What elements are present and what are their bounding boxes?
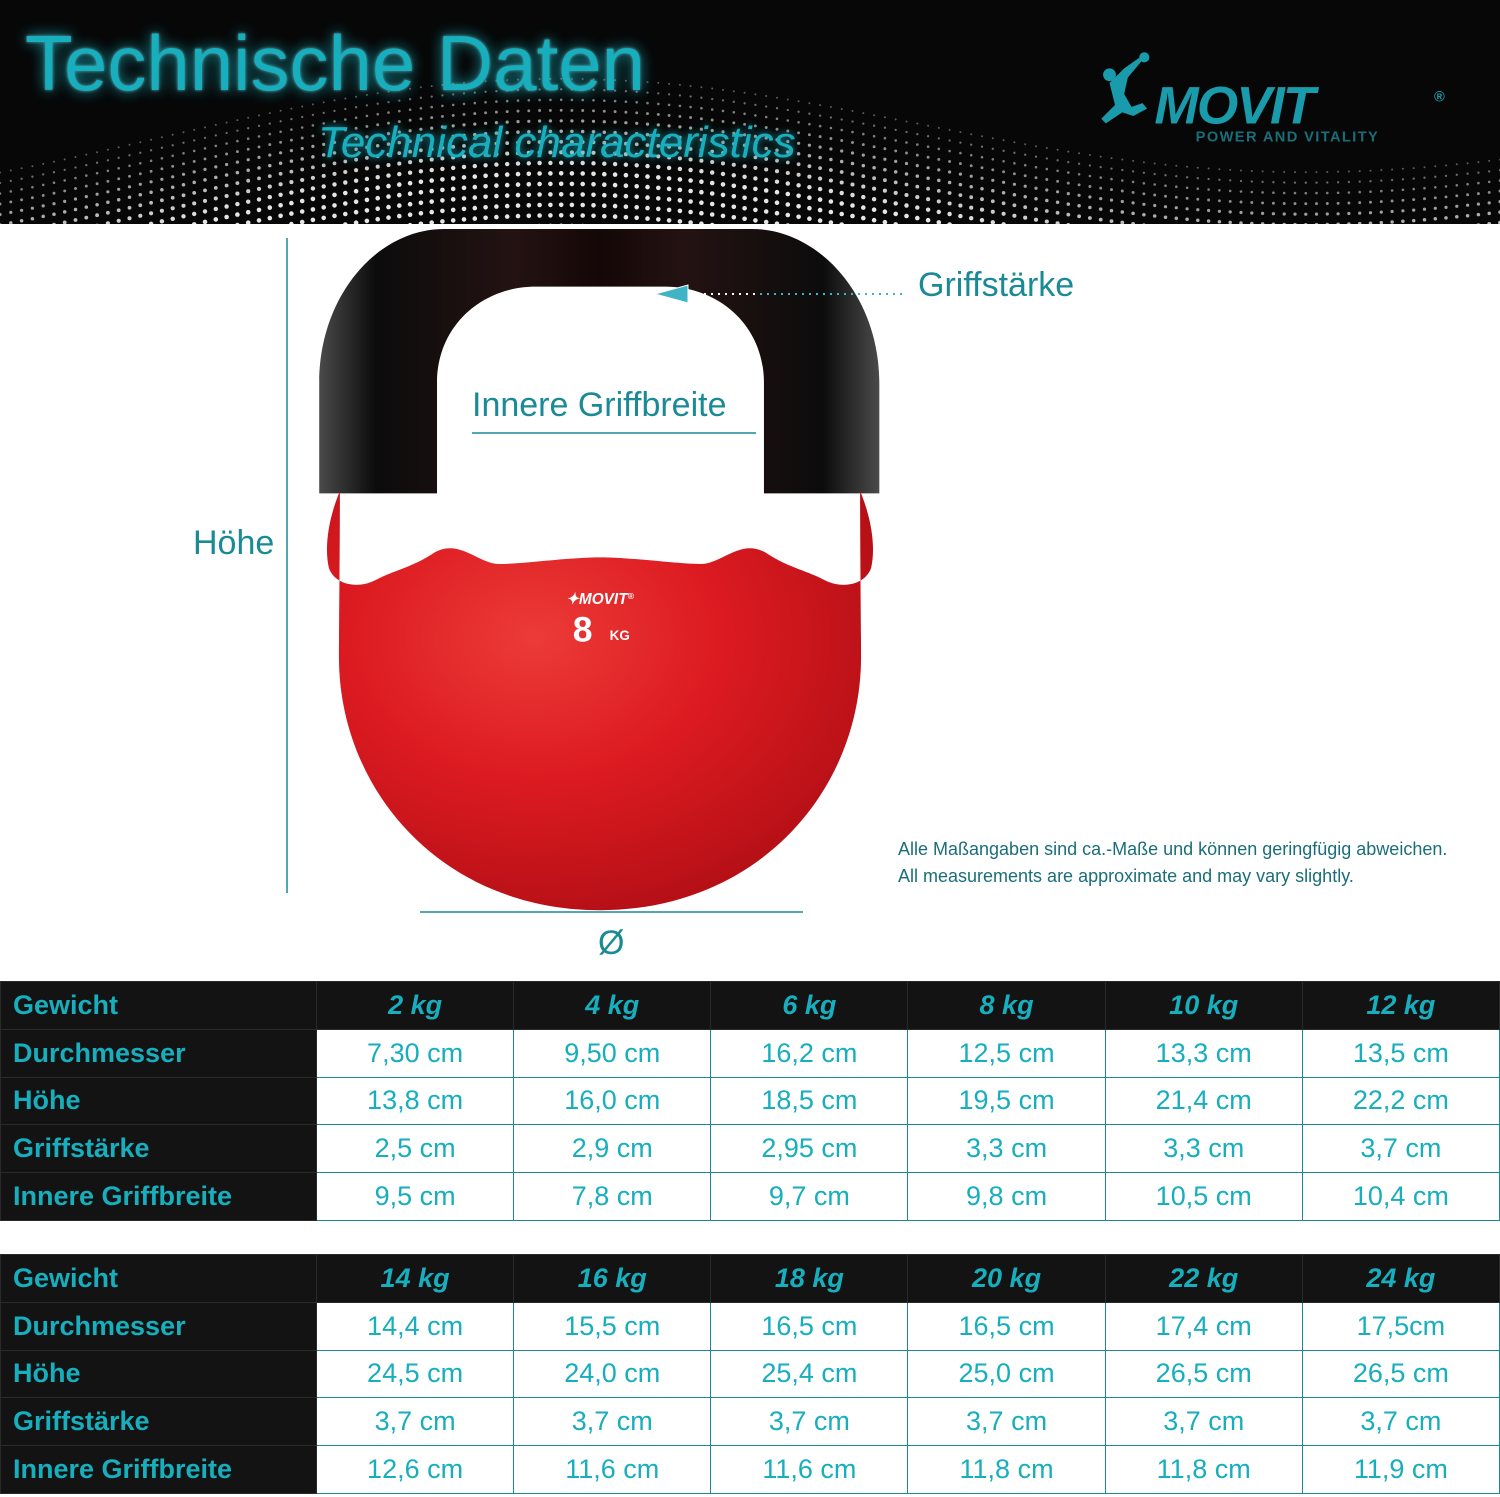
svg-text:POWER AND VITALITY: POWER AND VITALITY <box>1196 130 1380 146</box>
svg-text:MOVIT: MOVIT <box>1154 76 1320 135</box>
svg-text:®: ® <box>1434 89 1445 105</box>
